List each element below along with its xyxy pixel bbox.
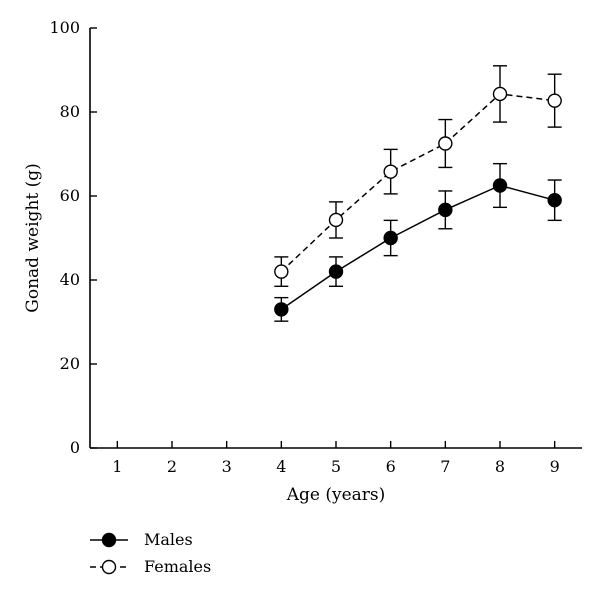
legend-marker-females [101,559,117,575]
data-point-males [547,192,562,208]
data-point-males [328,264,344,279]
legend: Males Females [90,530,211,576]
data-point-females [547,93,562,108]
x-tick-label: 1 [112,457,122,476]
data-point-females [492,86,508,102]
data-point-males [492,178,508,193]
series-line-males [280,184,555,311]
y-tick-label: 100 [49,18,80,37]
x-tick-label: 9 [550,457,560,476]
x-tick-label: 4 [276,457,286,476]
x-tick-label: 6 [386,457,396,476]
data-point-females [274,264,289,279]
y-tick-label: 40 [60,270,80,289]
x-tick-label: 5 [331,457,341,476]
y-axis-title: Gonad weight (g) [23,163,43,312]
x-tick-label: 2 [167,457,177,476]
x-tick-label: 7 [440,457,450,476]
y-tick-label: 0 [70,438,80,457]
legend-label-females: Females [144,557,211,576]
series-females [274,65,562,287]
y-tick-label: 20 [60,354,80,373]
data-point-females [383,164,398,179]
x-tick-label: 8 [495,457,505,476]
x-tick-label: 3 [222,457,232,476]
series-line-females [280,93,555,273]
data-point-females [328,212,344,228]
y-tick-label: 80 [60,102,80,121]
y-tick-label: 60 [60,186,80,205]
series-males [274,162,562,322]
data-point-males [274,302,289,317]
data-point-males [383,230,398,246]
legend-marker-males [101,532,117,548]
data-point-females [438,136,453,151]
data-point-males [438,202,453,218]
x-axis-title: Age (years) [286,485,386,505]
legend-label-males: Males [144,530,193,549]
